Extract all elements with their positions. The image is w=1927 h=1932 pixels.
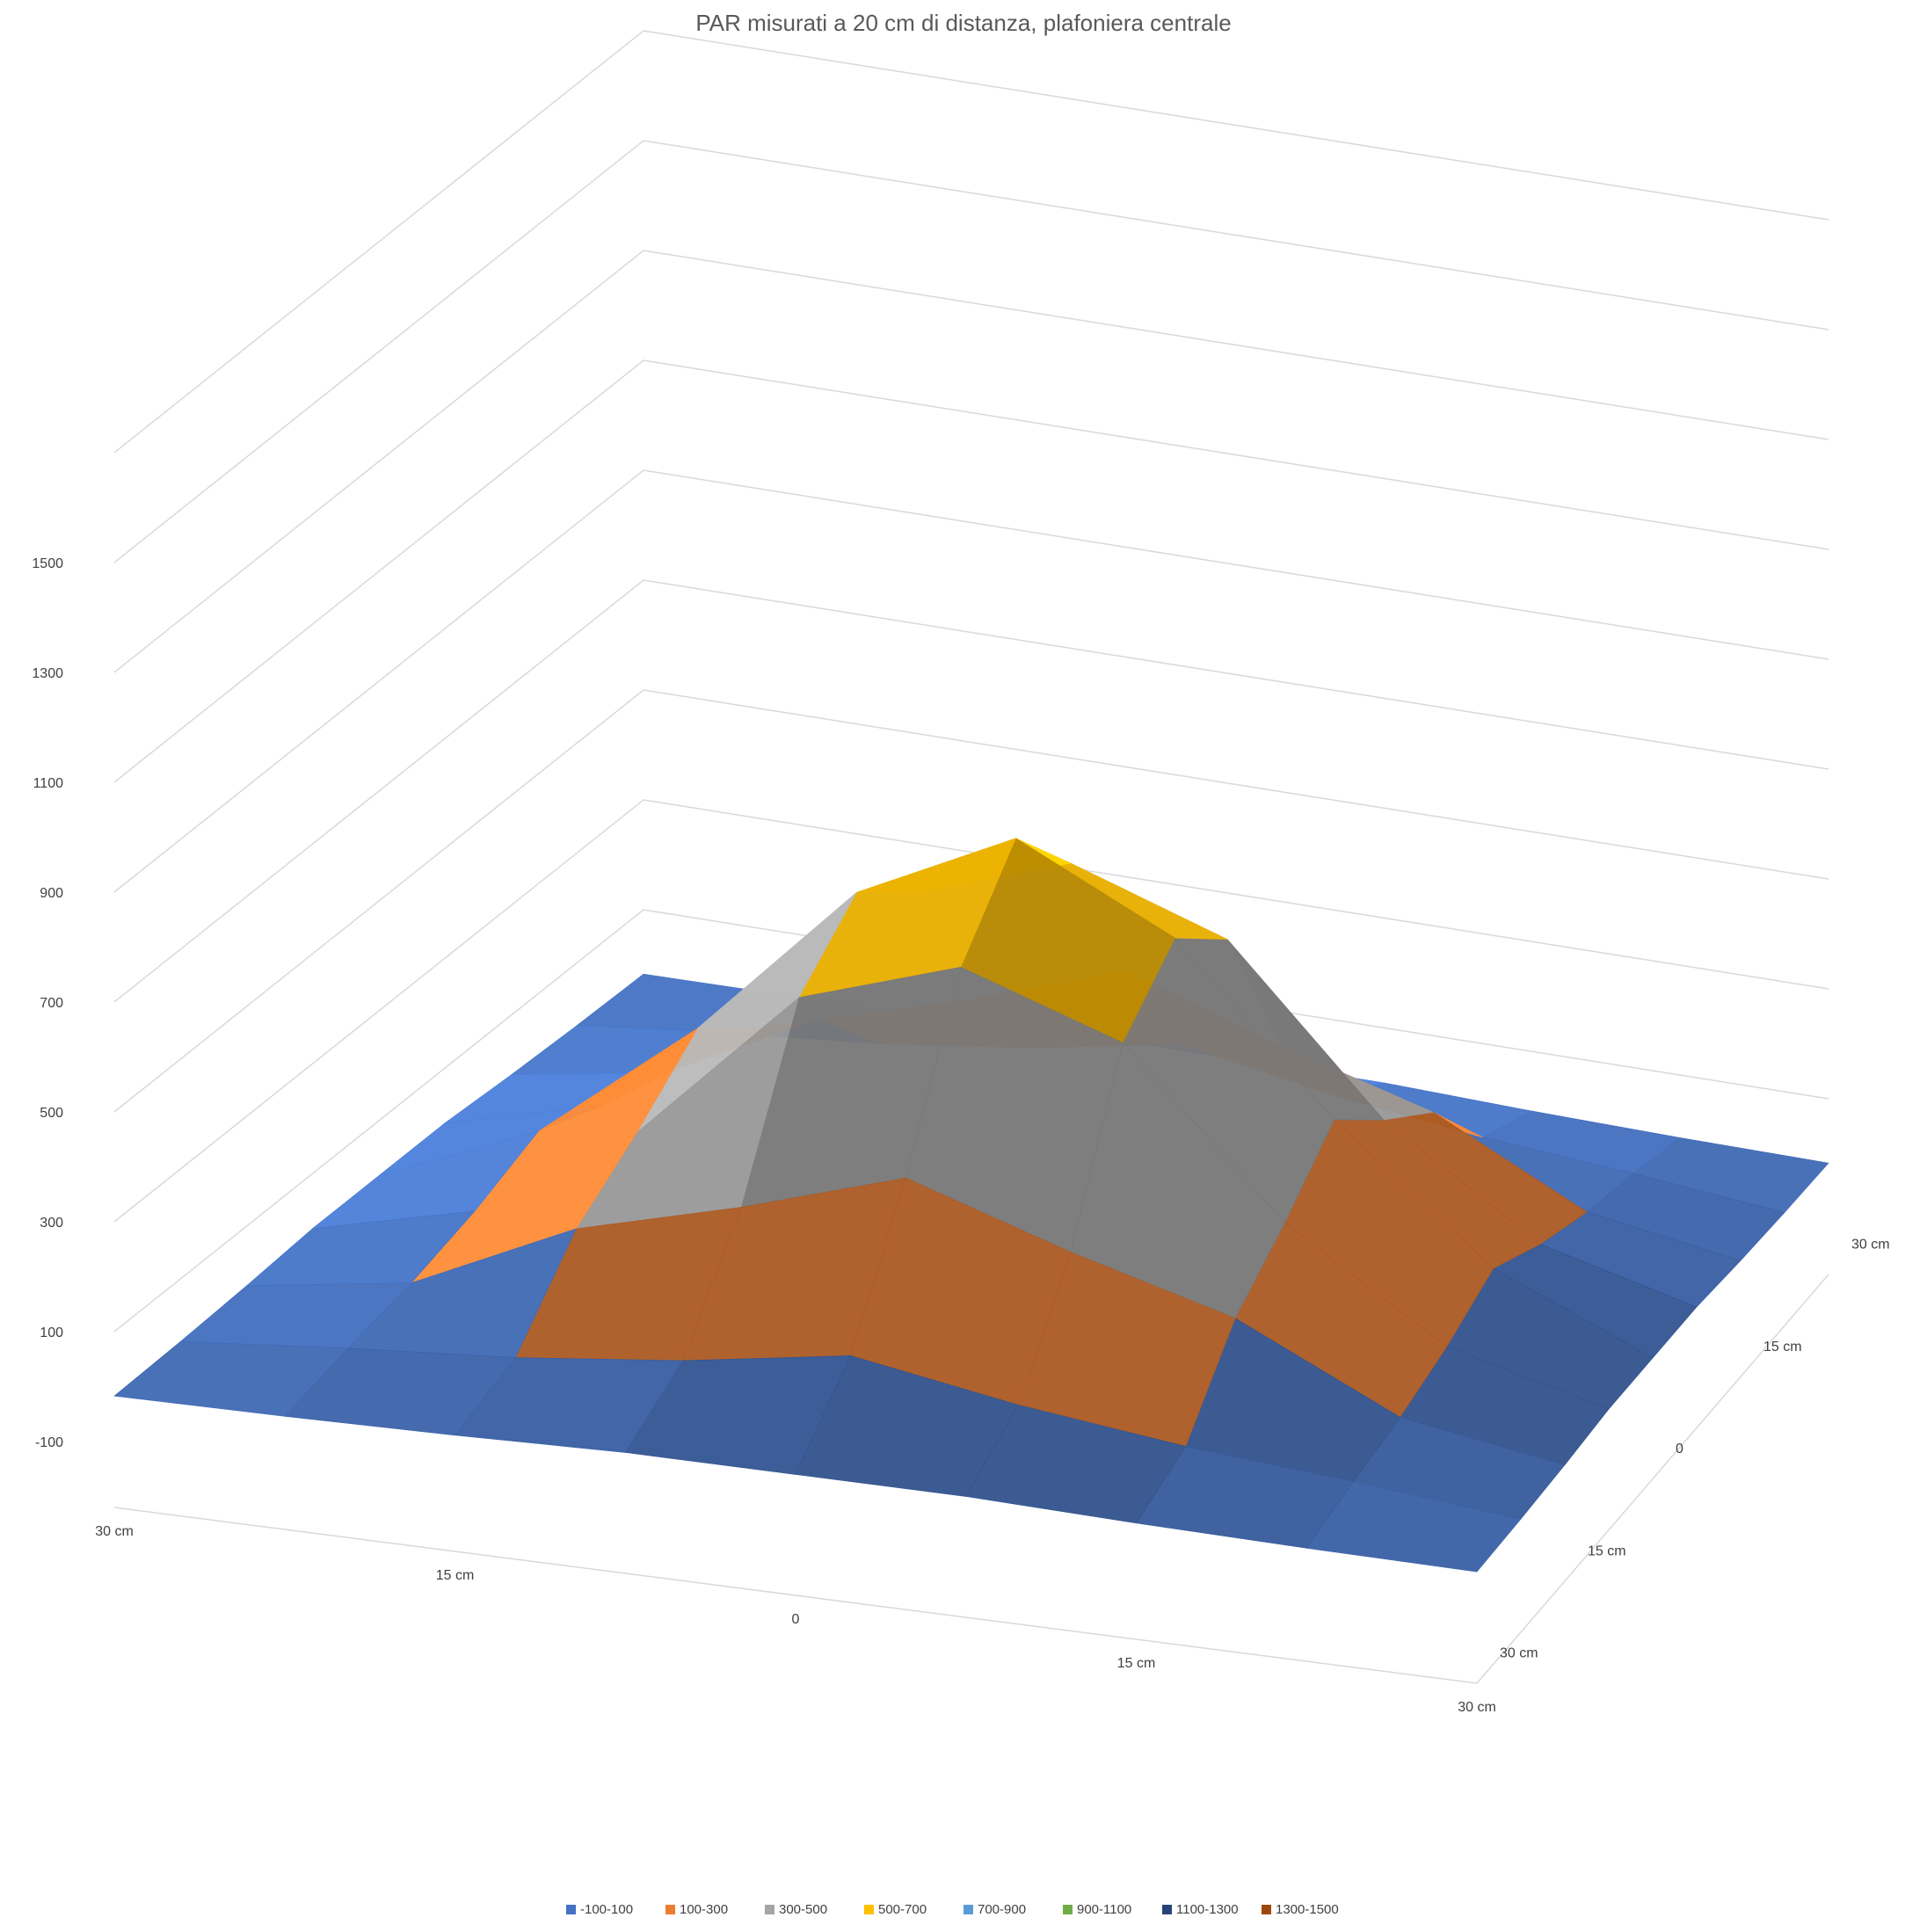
legend-label: 500-700 [878,1902,927,1917]
floor-axis-lines [113,1274,1829,1684]
surface-plot [113,838,1829,1572]
y-tick-label: 15 cm [1588,1543,1626,1558]
legend-label: 300-500 [779,1902,827,1917]
floor-axis [113,1274,1829,1684]
z-tick-label: 1100 [33,776,64,791]
chart-title: PAR misurati a 20 cm di distanza, plafon… [695,10,1231,36]
z-axis-tick-labels: -100 100 300 500 700 900 1100 1300 1500 [32,556,63,1450]
z-tick-label: 1500 [32,556,63,571]
legend-label: 700-900 [978,1902,1026,1917]
chart-walls [113,30,1829,1333]
legend-swatch [964,1905,973,1914]
gridline [113,469,1829,893]
gridline [113,30,1829,454]
y-tick-label: 0 [1676,1442,1683,1456]
legend-swatch [864,1905,874,1914]
legend-swatch [1262,1905,1271,1914]
legend-swatch [665,1905,675,1914]
z-tick-label: 100 [40,1326,63,1340]
x-tick-label: 0 [792,1612,800,1627]
gridline [113,140,1829,563]
z-tick-label: -100 [35,1435,63,1450]
z-tick-label: 900 [40,886,63,901]
z-tick-label: 300 [40,1216,63,1231]
z-tick-label: 500 [40,1106,63,1121]
gridline [113,360,1829,783]
legend-swatch [1063,1905,1073,1914]
chart-legend: -100-100 100-300 300-500 500-700 700-900 900-… [566,1902,1339,1917]
x-axis-tick-labels: 30 cm 15 cm 0 15 cm 30 cm [95,1524,1496,1715]
gridline [113,579,1829,1003]
gridline [113,689,1829,1113]
x-tick-label: 15 cm [436,1568,475,1583]
surface-cell [113,1340,349,1417]
z-tick-label: 1300 [32,666,63,681]
gridline [113,250,1829,673]
legend-label: -100-100 [580,1902,633,1917]
z-tick-label: 700 [40,996,63,1011]
legend-label: 900-1100 [1077,1902,1131,1917]
legend-label: 1100-1300 [1176,1902,1239,1917]
y-tick-label: 30 cm [1851,1238,1890,1253]
x-tick-label: 30 cm [1458,1700,1496,1715]
gridline [113,909,1829,1333]
y-tick-label: 30 cm [1500,1646,1538,1661]
y-tick-label: 15 cm [1763,1340,1802,1355]
legend-label: 1300-1500 [1276,1902,1339,1917]
legend-swatch [1162,1905,1172,1914]
legend-swatch [765,1905,774,1914]
gridline [113,799,1829,1223]
x-tick-label: 30 cm [95,1524,134,1539]
y-axis-tick-labels: 30 cm 15 cm 0 15 cm 30 cm [1500,1238,1890,1661]
legend-label: 100-300 [680,1902,728,1917]
x-tick-label: 15 cm [1117,1656,1156,1671]
legend-swatch [566,1905,576,1914]
